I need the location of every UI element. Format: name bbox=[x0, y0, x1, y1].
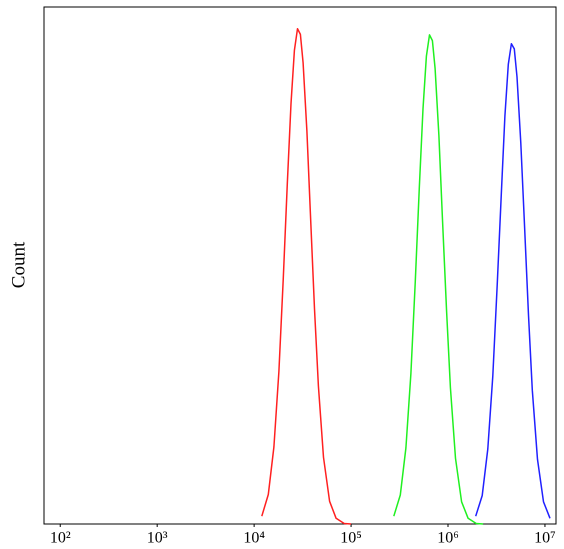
plot-frame bbox=[43, 6, 557, 525]
x-tick-label: 10³ bbox=[147, 530, 168, 547]
x-tick-label: 10⁷ bbox=[534, 530, 556, 547]
y-axis-label: Count bbox=[8, 241, 29, 288]
x-tick-label: 10⁴ bbox=[243, 530, 265, 547]
x-tick-label: 10² bbox=[50, 530, 71, 547]
histogram-line bbox=[474, 42, 551, 519]
histogram-line bbox=[393, 34, 484, 525]
x-tick-label: 10⁵ bbox=[340, 530, 362, 547]
x-tick-label: 10⁶ bbox=[437, 530, 459, 547]
histogram-line bbox=[261, 27, 352, 525]
